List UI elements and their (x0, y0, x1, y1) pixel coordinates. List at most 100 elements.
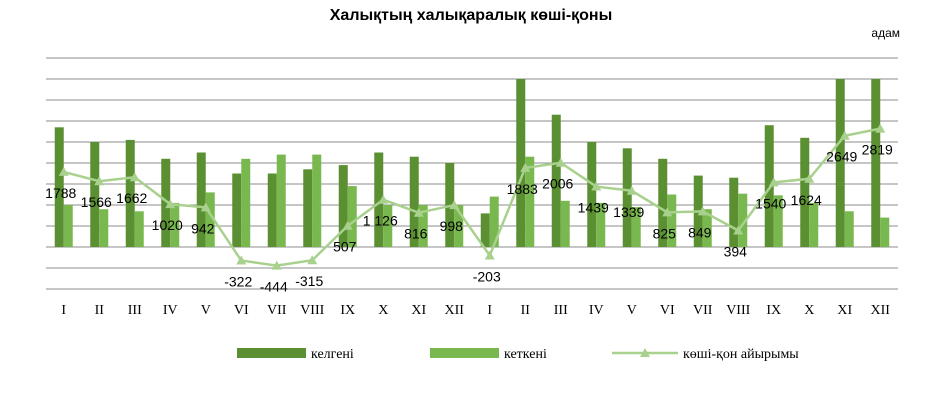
net-marker (733, 225, 744, 235)
bar-departures (667, 194, 677, 247)
net-marker (129, 172, 140, 182)
net-marker (449, 200, 460, 210)
net-marker (697, 206, 708, 216)
bar-departures (560, 200, 570, 247)
x-tick-label: VIII (726, 303, 750, 318)
x-tick-label: I (61, 303, 66, 318)
unit-label: адам (871, 26, 900, 40)
x-tick-label: IV (589, 303, 604, 318)
net-marker (839, 130, 850, 140)
net-data-label: 849 (688, 224, 712, 240)
x-tick-label: XII (871, 303, 891, 318)
bar-departures (702, 209, 712, 247)
net-data-label: 942 (191, 220, 215, 236)
bar-arrivals (480, 213, 490, 247)
bar-arrivals (551, 114, 561, 247)
bar-arrivals (338, 165, 348, 247)
net-data-label: 1339 (613, 204, 644, 220)
x-tick-label: XI (411, 303, 426, 318)
bar-departures (525, 156, 535, 247)
bar-departures (312, 154, 322, 247)
bar-arrivals (622, 148, 632, 247)
x-tick-label: VI (660, 303, 675, 318)
x-tick-label: IX (766, 303, 781, 318)
bar-departures (596, 202, 606, 247)
legend-marker-net (640, 348, 650, 357)
net-marker (307, 255, 318, 265)
x-tick-label: II (521, 303, 531, 318)
net-marker (662, 207, 673, 217)
x-tick-label: IV (163, 303, 178, 318)
bar-arrivals (54, 127, 64, 247)
x-tick-label: III (554, 303, 568, 318)
bar-arrivals (125, 139, 135, 247)
bar-arrivals (658, 158, 668, 247)
net-data-label: 2649 (826, 149, 857, 165)
net-marker (165, 199, 176, 209)
x-tick-label: XI (837, 303, 852, 318)
net-data-label: -322 (224, 274, 252, 290)
bar-arrivals (409, 156, 419, 247)
bar-arrivals (587, 142, 597, 247)
net-data-label: 2819 (862, 142, 893, 158)
net-migration-line (58, 123, 886, 270)
bar-departures (241, 158, 251, 247)
net-data-label: 1883 (507, 181, 538, 197)
bar-departures (844, 211, 854, 247)
net-marker (271, 260, 282, 270)
bar-arrivals (516, 79, 526, 247)
net-data-label: -203 (473, 269, 501, 285)
net-data-label: 1662 (116, 190, 147, 206)
gridlines (46, 57, 898, 290)
legend-swatch-departures (430, 348, 499, 358)
net-marker (626, 185, 637, 195)
bar-arrivals (374, 152, 384, 247)
bar-arrivals (729, 177, 739, 247)
net-data-label: 507 (333, 239, 357, 255)
bar-arrivals (267, 173, 277, 247)
net-data-label: 1 126 (363, 213, 398, 229)
net-data-label: 1788 (45, 185, 76, 201)
net-marker (555, 157, 566, 167)
bar-arrivals (303, 169, 313, 247)
bar-arrivals (871, 79, 881, 247)
bar-departures (809, 202, 819, 247)
x-tick-label: VIII (300, 303, 324, 318)
net-marker (520, 162, 531, 172)
net-marker (94, 176, 105, 186)
bar-departures (134, 211, 144, 247)
legend-label-departures: кеткені (504, 347, 547, 362)
net-marker (236, 255, 247, 265)
bar-departures (489, 196, 499, 247)
bar-arrivals (90, 142, 100, 247)
x-tick-label: III (128, 303, 142, 318)
net-data-label: 825 (653, 225, 677, 241)
net-data-label: 816 (404, 226, 428, 242)
legend-label-arrivals: келгені (311, 347, 354, 362)
x-tick-label: VII (693, 303, 713, 318)
x-tick-label: V (201, 303, 211, 318)
x-tick-label: X (804, 303, 814, 318)
bar-departures (454, 205, 464, 247)
x-axis-ticks: I II III IV V VI VII VIII IX X XI XII I II III IV V VI VII… (61, 303, 890, 318)
bar-departures (418, 205, 428, 247)
net-marker (200, 202, 211, 212)
net-migration-polyline (63, 127, 881, 267)
net-data-label: 1624 (791, 192, 822, 208)
net-marker (804, 173, 815, 183)
net-data-label: 394 (724, 243, 748, 259)
chart-title: Халықтың халықаралық көші-қоны (330, 7, 613, 24)
bar-arrivals (835, 79, 845, 247)
x-tick-label: VII (267, 303, 287, 318)
bar-arrivals (161, 158, 171, 247)
bar-departures (383, 205, 393, 247)
bar-arrivals (196, 152, 206, 247)
bar-departures (347, 186, 357, 247)
net-marker (875, 123, 886, 133)
net-data-label: 1540 (755, 195, 786, 211)
net-data-label: -315 (295, 273, 323, 289)
x-tick-label: XII (445, 303, 465, 318)
net-marker (768, 177, 779, 187)
net-marker (58, 166, 69, 176)
